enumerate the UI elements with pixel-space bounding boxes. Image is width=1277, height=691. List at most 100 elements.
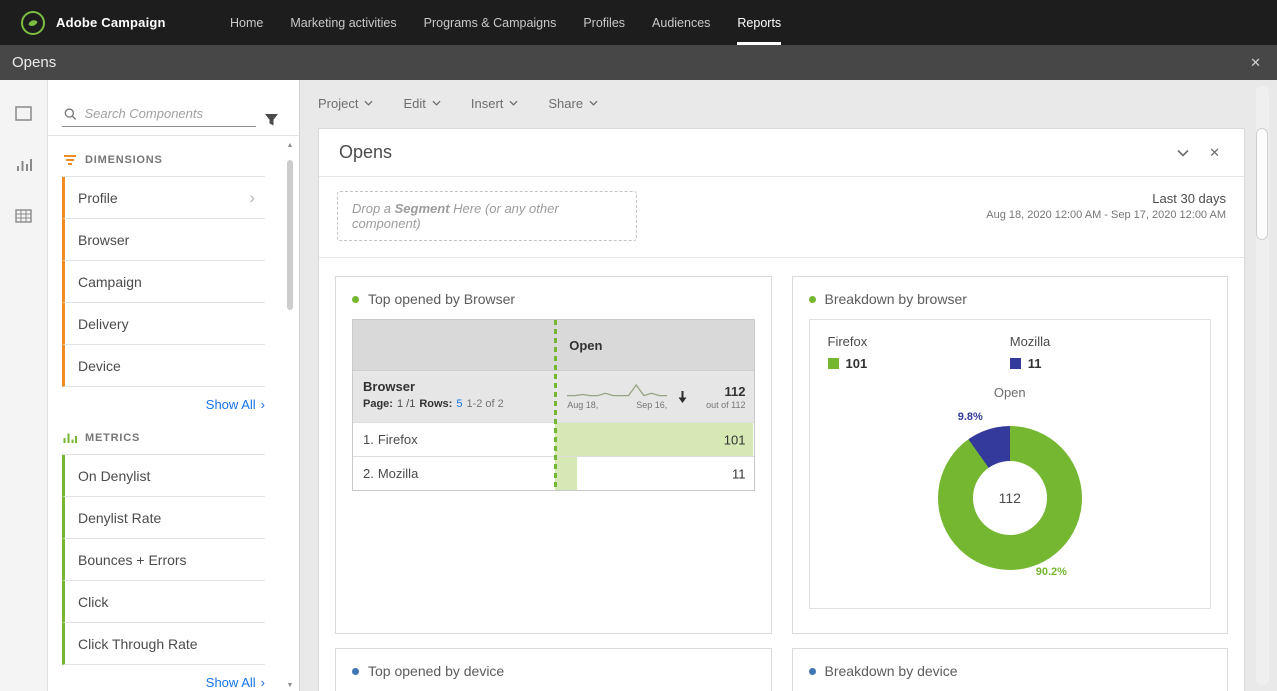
search-row — [48, 80, 299, 136]
metric-item-click-through-rate[interactable]: Click Through Rate — [62, 623, 265, 665]
metric-item-on-denylist[interactable]: On Denylist — [62, 455, 265, 497]
legend-item-mozilla[interactable]: Mozilla 11 — [1009, 334, 1192, 371]
filter-icon[interactable] — [264, 113, 279, 127]
card-title-row: Top opened by device — [352, 663, 755, 679]
metrics-show-all-link[interactable]: Show All › — [48, 675, 265, 690]
nav-item-home[interactable]: Home — [230, 15, 264, 30]
main-scroll-thumb[interactable] — [1256, 128, 1268, 240]
column-separator — [554, 320, 558, 490]
total-block: 112 out of 112 — [692, 384, 745, 410]
nav-item-marketing-activities[interactable]: Marketing activities — [290, 15, 397, 30]
donut-center-value: 112 — [998, 490, 1021, 506]
menu-project[interactable]: Project — [318, 95, 374, 111]
scroll-down-icon[interactable]: ▼ — [286, 682, 294, 689]
metrics-list: On Denylist Denylist Rate Bounces + Erro… — [62, 454, 265, 665]
legend-swatch-icon — [827, 358, 839, 369]
rows-count-link[interactable]: 5 — [456, 398, 463, 410]
report-cards-grid: Top opened by Browser Open Browser — [319, 258, 1244, 691]
donut-legend: Firefox 101 Mozilla 11 — [824, 332, 1197, 373]
card-bullet-icon — [808, 667, 816, 675]
item-label: Device — [78, 357, 121, 374]
menu-insert[interactable]: Insert — [471, 96, 519, 111]
row-rank: 2. — [363, 466, 374, 481]
axis-start-label: Aug 18, — [567, 400, 599, 410]
dimension-item-delivery[interactable]: Delivery — [62, 303, 265, 345]
nav-item-programs-campaigns[interactable]: Programs & Campaigns — [423, 15, 557, 30]
report-main-area: Project Edit Insert Share Opens — [300, 80, 1277, 691]
legend-label: Mozilla — [1009, 334, 1051, 349]
collapse-chevron-icon[interactable] — [1177, 149, 1189, 157]
dimension-item-device[interactable]: Device — [62, 345, 265, 387]
card-breakdown-by-device: Breakdown by device — [791, 648, 1228, 691]
sort-descending-icon[interactable] — [677, 390, 688, 404]
dimensions-show-all-link[interactable]: Show All › — [48, 397, 265, 412]
table-row-mozilla[interactable]: 2. Mozilla 11 — [353, 456, 754, 490]
sidebar-scroll-thumb[interactable] — [287, 160, 293, 310]
main-nav: Home Marketing activities Programs & Cam… — [230, 0, 782, 45]
show-all-label: Show All — [205, 675, 256, 690]
legend-item-firefox[interactable]: Firefox 101 — [827, 334, 1010, 371]
main-scrollbar[interactable] — [1256, 86, 1269, 685]
nav-item-audiences[interactable]: Audiences — [652, 15, 711, 30]
dimension-item-campaign[interactable]: Campaign — [62, 261, 265, 303]
dimension-item-browser[interactable]: Browser — [62, 219, 265, 261]
item-label: Delivery — [78, 315, 129, 332]
metric-item-click[interactable]: Click — [62, 581, 265, 623]
dimension-item-profile[interactable]: Profile › — [62, 177, 265, 219]
row-value: 101 — [723, 432, 746, 447]
item-label: On Denylist — [78, 467, 151, 484]
card-bullet-icon — [808, 295, 816, 303]
segment-dropzone[interactable]: Drop a Segment Here (or any other compon… — [337, 191, 637, 241]
chevron-down-icon — [589, 100, 598, 106]
metric-item-bounces-errors[interactable]: Bounces + Errors — [62, 539, 265, 581]
dimensions-icon — [64, 155, 76, 165]
metrics-title: METRICS — [85, 432, 141, 444]
nav-item-reports[interactable]: Reports — [737, 0, 782, 45]
row-label: Firefox — [377, 432, 418, 447]
dropzone-text: Here (or any other component) — [352, 201, 559, 231]
open-column-header: Open — [569, 337, 603, 353]
sidebar-scrollbar[interactable]: ▲ ▼ — [284, 142, 296, 689]
measure-label: Open — [993, 385, 1026, 400]
search-components-input[interactable] — [84, 106, 254, 121]
metric-item-denylist-rate[interactable]: Denylist Rate — [62, 497, 265, 539]
opens-panel: Opens ✕ Drop a Segment Here (or any othe… — [318, 128, 1245, 691]
close-panel-icon[interactable]: ✕ — [1205, 142, 1224, 163]
close-report-icon[interactable]: ✕ — [1246, 52, 1265, 73]
menu-label: Project — [318, 95, 359, 111]
report-title: Opens — [12, 54, 57, 71]
metrics-section-header: METRICS — [48, 414, 299, 452]
item-label: Denylist Rate — [78, 509, 162, 526]
table-pagination: Page: 1 /1 Rows: 5 1-2 of 2 — [363, 398, 545, 410]
menu-label: Share — [548, 95, 584, 111]
chart-icon[interactable] — [14, 156, 34, 177]
tool-rail — [0, 80, 48, 691]
menu-share[interactable]: Share — [548, 96, 598, 111]
nav-item-profiles[interactable]: Profiles — [583, 15, 626, 30]
legend-value: 11 — [1027, 356, 1042, 371]
card-top-opened-by-device: Top opened by device — [335, 648, 772, 691]
table-dimension-row: Browser Page: 1 /1 Rows: 5 1-2 of 2 — [353, 370, 754, 422]
donut-wrapper: 9.8% 112 90.2% — [937, 411, 1082, 578]
panel-layout-icon[interactable] — [13, 104, 34, 126]
rows-range: 1-2 of 2 — [466, 398, 504, 410]
card-bullet-icon — [352, 295, 359, 303]
menu-label: Edit — [403, 95, 426, 111]
table-row-firefox[interactable]: 1. Firefox 101 — [353, 422, 754, 456]
dimensions-list: Profile › Browser Campaign Delivery Devi… — [62, 176, 265, 387]
axis-end-label: Sep 16, — [636, 400, 668, 410]
dropzone-text: Drop a — [352, 201, 395, 216]
row-rank: 1. — [363, 432, 374, 447]
item-label: Bounces + Errors — [78, 551, 187, 568]
menu-edit[interactable]: Edit — [403, 95, 441, 111]
value-bar — [555, 423, 754, 456]
date-range-label[interactable]: Last 30 days — [1152, 191, 1226, 206]
menu-label: Insert — [470, 95, 504, 111]
date-range: Last 30 days Aug 18, 2020 12:00 AM - Sep… — [986, 191, 1226, 221]
page-label: Page: — [363, 398, 393, 410]
data-table-icon[interactable] — [13, 207, 34, 228]
chevron-right-icon: › — [249, 188, 255, 207]
card-title: Top opened by Browser — [368, 291, 516, 307]
scroll-up-icon[interactable]: ▲ — [286, 142, 294, 149]
row-label: Mozilla — [377, 466, 419, 481]
